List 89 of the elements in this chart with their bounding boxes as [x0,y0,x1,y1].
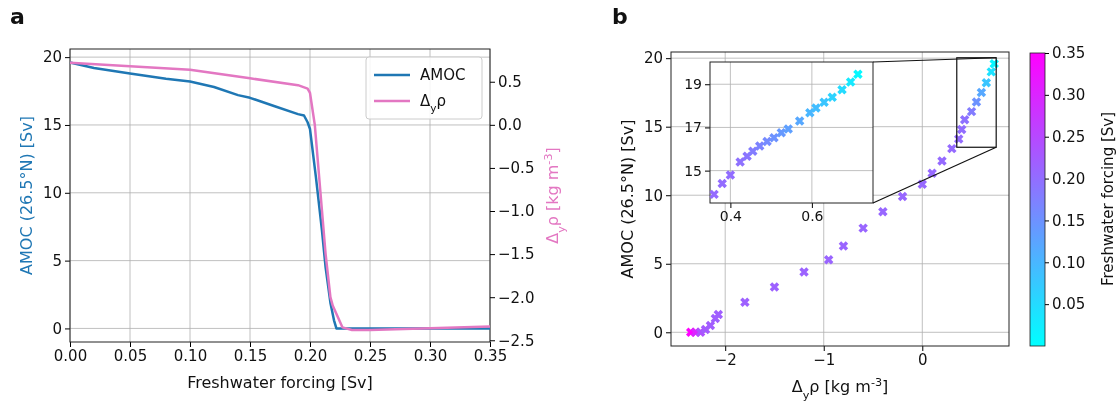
y-axis-title: AMOC (26.5°N) [Sv] [618,119,637,279]
legend-label: Δ$_{y}$ρ [420,92,447,114]
point [700,324,711,335]
y-tick-label: 10 [42,184,62,203]
x-tick-label: 0.6 [801,207,824,224]
color-bar-label: 0.10 [1052,253,1086,272]
x-tick-label: 0.20 [293,346,328,365]
point [857,222,869,234]
point [741,151,753,162]
point [836,84,848,95]
x-tick-label: 0 [918,350,928,369]
point [734,156,746,168]
point [936,155,948,167]
point [818,96,830,108]
point [794,115,805,127]
y2-tick-label: 0.5 [498,73,522,92]
point [705,320,716,331]
x-tick-label: 0.30 [413,346,448,365]
y-tick-label: 5 [653,255,663,274]
x-axis-title: Freshwater forcing [Sv] [187,373,373,392]
y-tick-label: 15 [42,116,62,135]
point [988,58,1000,69]
color-bar-label: 0.35 [1052,44,1086,63]
point [776,127,787,139]
color-bar-label: 0.05 [1052,295,1086,314]
y2-tick-label: −1.0 [498,202,535,221]
color-bar-label: 0.30 [1052,86,1086,105]
x-axis-title: Δ$_{y}$ρ [kg m$^{-3}$] [791,375,889,401]
point [747,145,759,157]
legend-label: AMOC [420,66,466,84]
chart-title: b [612,4,628,29]
y-tick-label: 17 [684,119,702,136]
y2-tick-label: 0.0 [498,116,522,135]
point [695,327,706,338]
point [823,254,834,265]
y-tick-label: 15 [643,118,663,136]
point [838,240,849,252]
point [959,114,970,126]
point [804,107,816,118]
y-tick-label: 20 [42,48,62,67]
y-tick-label: 20 [643,49,663,68]
y-axis-title: AMOC (26.5°N) [Sv] [17,116,36,275]
color-bar-title: Freshwater forcing [Sv] [1099,111,1117,287]
point [739,296,751,308]
y-tick-label: 5 [52,251,62,270]
x-tick-label: 0.15 [233,346,268,365]
y-tick-label: 19 [684,76,702,93]
point [798,266,810,278]
x-tick-label: −2 [714,350,737,369]
point [769,281,780,293]
x-tick-label: −1 [813,350,836,369]
color-bar-label: 0.20 [1052,169,1086,188]
point [713,309,724,320]
point [725,169,736,181]
point [845,76,856,88]
point [810,102,822,114]
point [754,140,765,152]
y2-tick-label: −2.0 [498,288,535,307]
point [946,143,958,154]
point [768,132,780,144]
point [782,123,794,135]
y-tick-label: 0 [653,323,663,342]
y-tick-label: 0 [52,319,62,338]
y2-tick-label: −0.5 [498,159,535,178]
point [761,136,773,147]
y2-tick-label: −1.5 [498,245,535,264]
y-tick-label: 15 [684,162,702,179]
color-bar-label: 0.25 [1052,128,1086,147]
point [986,66,997,78]
chart-title: a [10,4,25,29]
x-tick-label: 0.10 [173,346,208,365]
point [897,191,908,202]
point [852,69,864,80]
point [966,106,977,117]
point [956,124,967,135]
y-tick-label: 10 [643,186,663,205]
point [710,313,721,324]
point [976,87,987,98]
x-tick-label: 0.25 [353,346,388,365]
point [716,178,728,189]
point [981,77,992,89]
point [708,189,720,200]
x-tick-label: 0.00 [53,346,88,365]
point [917,179,928,190]
point [827,91,838,103]
point [971,96,982,108]
x-tick-label: 0.4 [719,207,743,224]
point [877,206,889,217]
x-tick-label: 0.05 [113,346,148,365]
